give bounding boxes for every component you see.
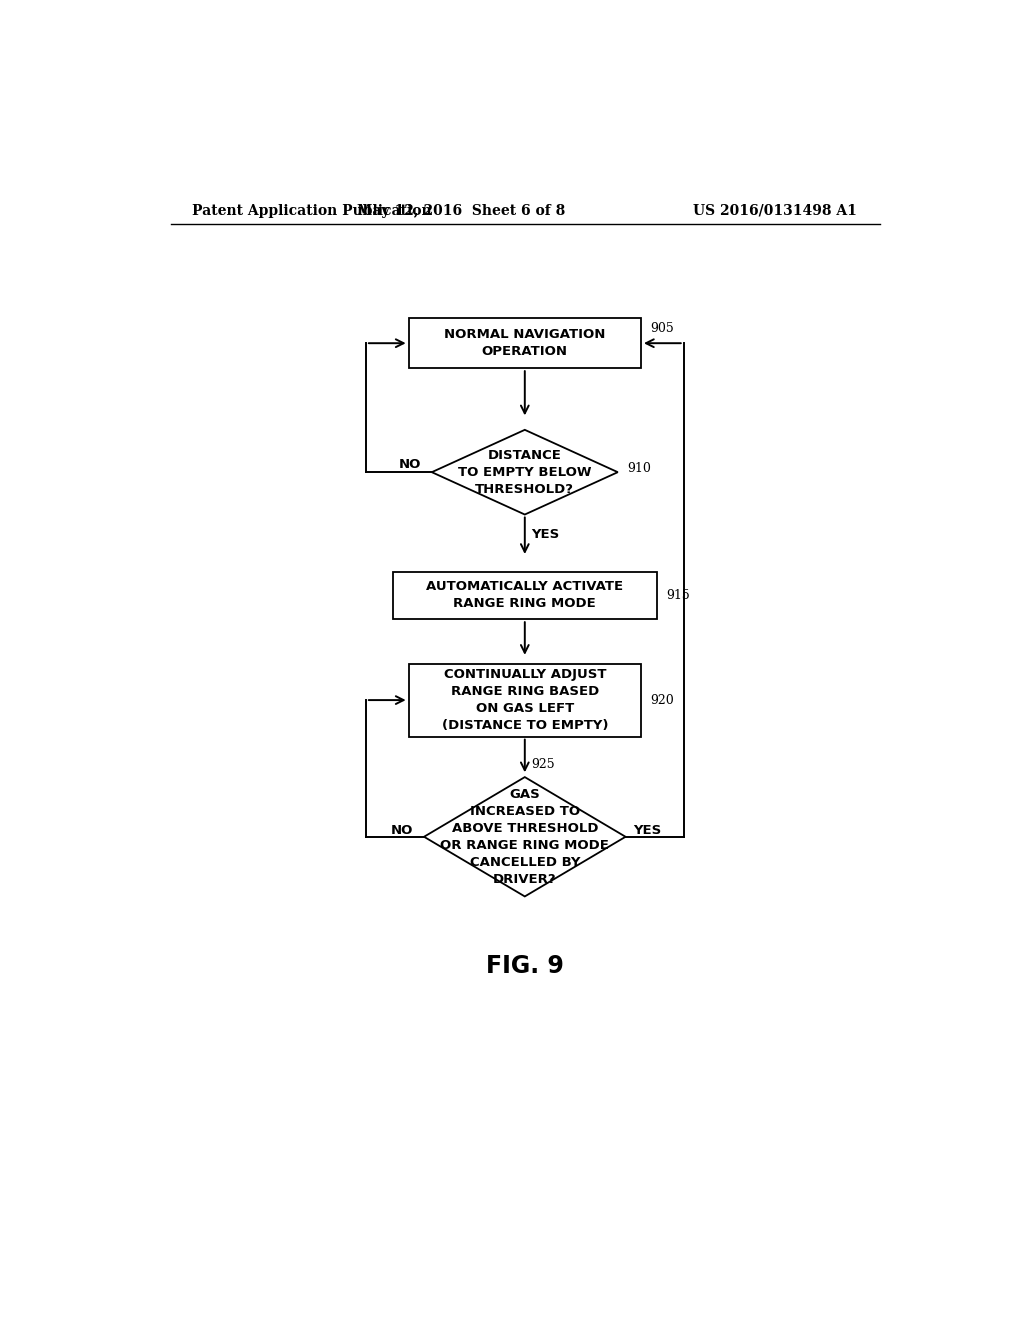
Text: US 2016/0131498 A1: US 2016/0131498 A1 — [692, 203, 856, 218]
Text: 910: 910 — [627, 462, 651, 475]
FancyBboxPatch shape — [409, 664, 641, 737]
Text: NO: NO — [398, 458, 421, 471]
Text: May 12, 2016  Sheet 6 of 8: May 12, 2016 Sheet 6 of 8 — [357, 203, 565, 218]
Polygon shape — [432, 430, 617, 515]
Text: GAS
INCREASED TO
ABOVE THRESHOLD
OR RANGE RING MODE
CANCELLED BY
DRIVER?: GAS INCREASED TO ABOVE THRESHOLD OR RANG… — [440, 788, 609, 886]
Text: CONTINUALLY ADJUST
RANGE RING BASED
ON GAS LEFT
(DISTANCE TO EMPTY): CONTINUALLY ADJUST RANGE RING BASED ON G… — [441, 668, 608, 733]
Text: NORMAL NAVIGATION
OPERATION: NORMAL NAVIGATION OPERATION — [444, 329, 605, 358]
FancyBboxPatch shape — [393, 572, 656, 619]
Text: 920: 920 — [650, 693, 674, 706]
Text: 925: 925 — [531, 758, 555, 771]
Text: 905: 905 — [650, 322, 674, 335]
Text: YES: YES — [633, 824, 662, 837]
FancyBboxPatch shape — [409, 318, 641, 368]
Polygon shape — [424, 777, 626, 896]
Text: NO: NO — [391, 824, 414, 837]
Text: YES: YES — [531, 528, 559, 541]
Text: DISTANCE
TO EMPTY BELOW
THRESHOLD?: DISTANCE TO EMPTY BELOW THRESHOLD? — [458, 449, 592, 496]
Text: FIG. 9: FIG. 9 — [485, 954, 564, 978]
Text: AUTOMATICALLY ACTIVATE
RANGE RING MODE: AUTOMATICALLY ACTIVATE RANGE RING MODE — [426, 581, 624, 610]
Text: Patent Application Publication: Patent Application Publication — [191, 203, 431, 218]
Text: 915: 915 — [666, 589, 689, 602]
